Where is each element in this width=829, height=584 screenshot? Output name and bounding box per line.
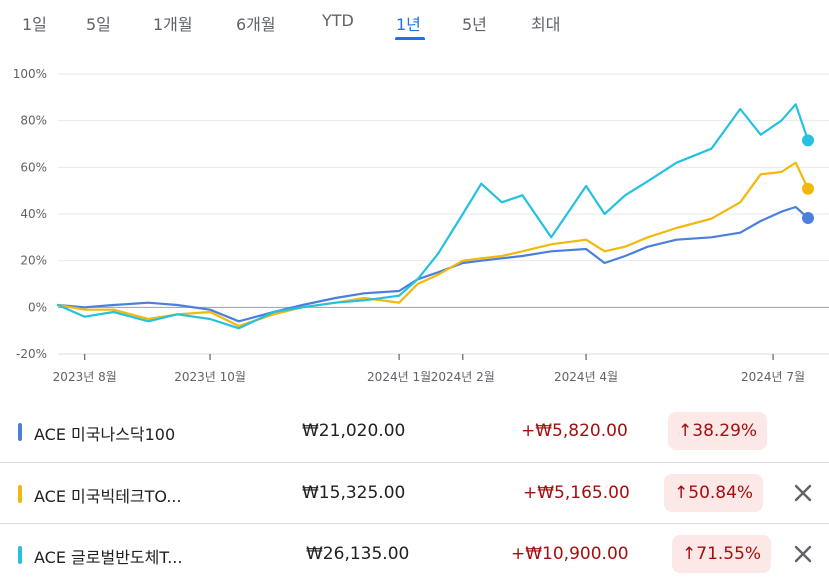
stock-change: +₩5,165.00 xyxy=(523,483,630,503)
x-tick-label: 2024년 4월 xyxy=(554,370,618,384)
y-tick-label: 60% xyxy=(20,160,47,174)
stock-row[interactable]: ACE 미국빅테크TO... ₩15,325.00 +₩5,165.00 ↑50… xyxy=(0,462,829,523)
price-comparison-chart: 100% 80% 60% 40% 20% 0% -20% 2023년 8월 2023년 10월… xyxy=(13,67,829,384)
stock-name: ACE 미국빅테크TO... xyxy=(34,487,182,506)
range-tabs: 1일 5일 1개월 6개월 YTD 1년 5년 최대 xyxy=(0,0,829,44)
stock-change: +₩5,820.00 xyxy=(521,421,628,441)
y-tick-label: 100% xyxy=(13,67,47,81)
close-icon[interactable] xyxy=(791,542,815,566)
tab-max[interactable]: 최대 xyxy=(531,15,561,34)
series-end-dot xyxy=(802,134,814,147)
stock-price: ₩21,020.00 xyxy=(302,421,406,441)
y-tick-label: 20% xyxy=(20,254,47,268)
stock-name: ACE 미국나스닥100 xyxy=(34,425,176,444)
y-tick-label: 0% xyxy=(28,300,47,314)
y-axis-labels: 100% 80% 60% 40% 20% 0% -20% xyxy=(13,67,47,361)
stock-percent: 71.55% xyxy=(696,544,762,564)
series-color-swatch xyxy=(18,546,22,564)
stock-row[interactable]: ACE 글로벌반도체T... ₩26,135.00 +₩10,900.00 ↑7… xyxy=(0,523,829,584)
tab-5y[interactable]: 5년 xyxy=(462,15,487,34)
y-tick-label: 80% xyxy=(20,114,47,128)
close-icon[interactable] xyxy=(791,481,815,505)
tab-1m[interactable]: 1개월 xyxy=(153,15,193,34)
stock-percent-badge: ↑38.29% xyxy=(668,412,768,450)
series-lines xyxy=(56,103,810,330)
arrow-up-icon: ↑ xyxy=(682,544,697,564)
series-end-dot xyxy=(802,182,814,195)
series-end-dot xyxy=(802,211,814,224)
tab-ytd[interactable]: YTD xyxy=(322,11,354,30)
series-end-dots xyxy=(802,134,814,224)
x-tick-label: 2023년 8월 xyxy=(53,370,117,384)
arrow-up-icon: ↑ xyxy=(674,483,689,503)
x-tick-label: 2024년 2월 xyxy=(431,370,495,384)
series-color-swatch xyxy=(18,485,22,503)
stock-percent: 50.84% xyxy=(688,483,754,503)
stock-name: ACE 글로벌반도체T... xyxy=(34,548,183,567)
stock-price: ₩15,325.00 xyxy=(302,483,406,503)
active-tab-indicator xyxy=(395,37,425,40)
series-line xyxy=(56,161,810,328)
tab-6m[interactable]: 6개월 xyxy=(236,15,276,34)
stock-percent-badge: ↑50.84% xyxy=(664,474,764,512)
stock-percent-badge: ↑71.55% xyxy=(672,535,772,573)
stock-percent: 38.29% xyxy=(692,421,758,441)
x-tick-label: 2023년 10월 xyxy=(174,370,246,384)
tab-1y[interactable]: 1년 xyxy=(396,15,421,34)
series-line xyxy=(56,205,810,323)
stock-price: ₩26,135.00 xyxy=(306,544,410,564)
arrow-up-icon: ↑ xyxy=(678,421,693,441)
tab-1d[interactable]: 1일 xyxy=(22,15,47,34)
tab-5d[interactable]: 5일 xyxy=(86,15,111,34)
grid xyxy=(58,73,829,355)
x-axis: 2023년 8월 2023년 10월 2024년 1월 2024년 2월 2024년 4… xyxy=(53,353,829,384)
x-tick-label: 2024년 1월 xyxy=(367,370,431,384)
stock-change: +₩10,900.00 xyxy=(511,544,629,564)
y-tick-label: 40% xyxy=(20,207,47,221)
series-line xyxy=(56,103,810,330)
y-tick-label: -20% xyxy=(16,347,47,361)
series-color-swatch xyxy=(18,423,22,441)
x-tick-label: 2024년 7월 xyxy=(741,370,805,384)
stock-row[interactable]: ACE 미국나스닥100 ₩21,020.00 +₩5,820.00 ↑38.2… xyxy=(0,401,829,461)
